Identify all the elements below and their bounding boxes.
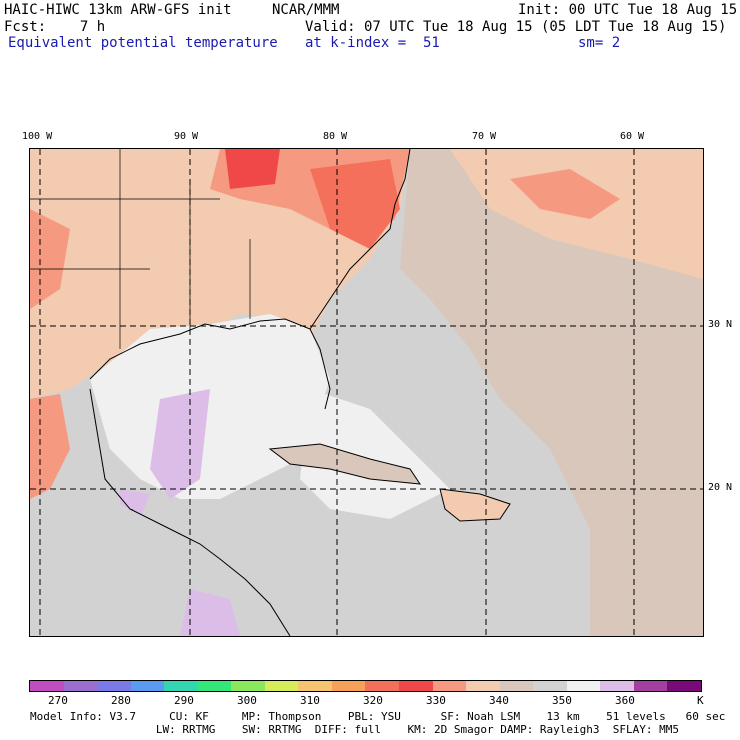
map-panel: [29, 148, 704, 637]
colorbar-swatch-5: [197, 681, 232, 691]
colorbar-swatch-12: [432, 681, 467, 691]
colorbar-label-360: 360: [615, 694, 635, 707]
hispaniola-outline: [439, 488, 511, 522]
lon-label-100w: 100 W: [22, 131, 53, 142]
lon-label-60w: 60 W: [620, 131, 645, 142]
colorbar-swatch-16: [566, 681, 601, 691]
colorbar-swatch-19: [667, 681, 701, 691]
colorbar-swatch-9: [331, 681, 366, 691]
colorbar-unit-label: K: [697, 694, 704, 707]
colorbar-label-270: 270: [48, 694, 68, 707]
colorbar-swatch-1: [63, 681, 98, 691]
lon-label-80w: 80 W: [323, 131, 348, 142]
colorbar-swatch-11: [399, 681, 433, 691]
colorbar-label-340: 340: [489, 694, 509, 707]
colorbar-swatch-2: [97, 681, 131, 691]
colorbar-swatch-3: [130, 681, 165, 691]
colorbar-swatch-7: [264, 681, 299, 691]
colorbar-label-320: 320: [363, 694, 383, 707]
lon-label-90w: 90 W: [174, 131, 199, 142]
colorbar-swatch-10: [365, 681, 400, 691]
init-time: Init: 00 UTC Tue 18 Aug 15: [518, 2, 738, 18]
mexico-land-gray: [30, 389, 280, 636]
colorbar-label-290: 290: [174, 694, 194, 707]
colorbar-swatch-8: [298, 681, 332, 691]
model-info-line1: Model Info: V3.7 CU: KF MP: Thompson PBL…: [30, 710, 726, 723]
field-name: Equivalent potential temperature: [8, 35, 278, 51]
lat-label-30n: 30 N: [708, 319, 733, 330]
theta-e-field: [30, 149, 703, 636]
forecast-hour: Fcst: 7 h: [4, 19, 106, 35]
lat-lon-grid: [30, 149, 703, 636]
model-info-line2: LW: RRTMG SW: RRTMG DIFF: full KM: 2D Sm…: [30, 723, 680, 736]
colorbar-swatch-13: [466, 681, 500, 691]
valid-time: Valid: 07 UTC Tue 18 Aug 15 (05 LDT Tue …: [305, 19, 727, 35]
ohio-valley-red: [225, 149, 280, 189]
mid-atlantic-red: [310, 159, 400, 249]
lon-label-70w: 70 W: [472, 131, 497, 142]
colorbar-swatch-14: [499, 681, 534, 691]
central-america-lilac: [180, 589, 240, 636]
colorbar: [29, 680, 702, 692]
mexico-coastline: [89, 388, 291, 636]
colorbar-label-310: 310: [300, 694, 320, 707]
colorbar-swatch-6: [231, 681, 265, 691]
colorbar-swatch-4: [164, 681, 198, 691]
colorbar-swatch-15: [533, 681, 567, 691]
gulf-coastline: [89, 318, 331, 410]
gulf-lilac-patch: [150, 389, 210, 499]
gulf-of-mexico-light: [90, 314, 330, 499]
atlantic-salmon-patch: [510, 169, 620, 219]
colorbar-label-330: 330: [426, 694, 446, 707]
lat-label-20n: 20 N: [708, 482, 733, 493]
atlantic-tan-region: [400, 149, 703, 636]
colorbar-label-350: 350: [552, 694, 572, 707]
organization-label: NCAR/MMM: [272, 2, 340, 18]
colorbar-swatch-18: [633, 681, 668, 691]
atlantic-coastline: [309, 149, 411, 330]
colorbar-swatch-17: [600, 681, 634, 691]
smoothing-label: sm= 2: [578, 35, 621, 51]
colorbar-label-280: 280: [111, 694, 131, 707]
colorbar-label-300: 300: [237, 694, 257, 707]
colorbar-swatch-0: [30, 681, 64, 691]
level-label: at k-index = 51: [305, 35, 440, 51]
model-title: HAIC-HIWC 13km ARW-GFS init: [4, 2, 232, 18]
